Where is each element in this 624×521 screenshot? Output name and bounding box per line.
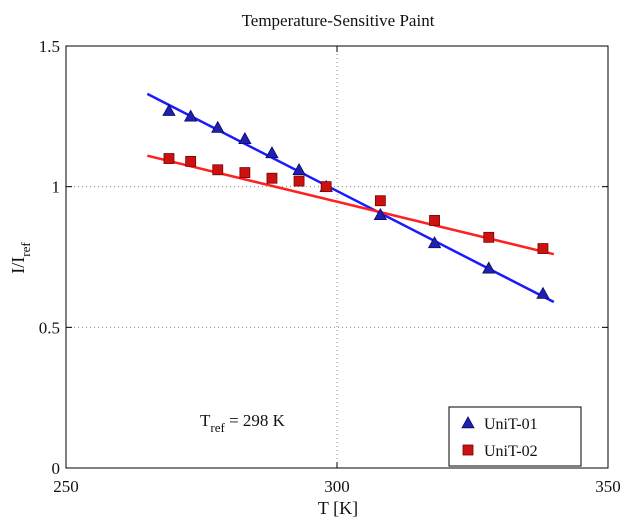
y-axis-label: I/Iref	[8, 242, 33, 274]
data-point-unit-01	[373, 207, 388, 221]
data-point-unit-02	[537, 243, 549, 254]
data-point-unit-01	[536, 286, 550, 299]
y-tick-label: 0	[52, 459, 61, 478]
plot-frame	[65, 45, 609, 469]
data-point-unit-02	[483, 231, 495, 243]
data-point-unit-02	[163, 153, 175, 164]
data-point-unit-02	[293, 175, 305, 187]
y-axis-label-sub: ref	[18, 242, 33, 257]
legend-label-unit-01: UniT-01	[484, 416, 538, 433]
tref-annotation-rest: = 298 K	[225, 411, 286, 430]
data-point-unit-01	[183, 109, 198, 122]
data-point-unit-02	[266, 172, 278, 184]
legend-marker-unit-02	[462, 444, 474, 456]
tref-annotation: Tref = 298 K	[200, 411, 286, 435]
data-point-unit-02	[185, 155, 197, 167]
data-point-unit-02	[239, 167, 251, 179]
data-point-unit-01	[238, 132, 252, 145]
x-tick-label: 350	[595, 477, 621, 496]
data-markers	[162, 103, 550, 299]
data-point-unit-01	[482, 261, 496, 274]
data-point-unit-01	[265, 146, 279, 159]
y-tick-label: 1	[52, 178, 61, 197]
y-axis-label-main: I/I	[8, 257, 28, 274]
legend-marker-unit-01	[461, 416, 475, 429]
data-point-unit-01	[427, 236, 442, 249]
tref-annotation-main: T	[200, 411, 211, 430]
data-point-unit-02	[374, 195, 386, 207]
chart-title: Temperature-Sensitive Paint	[242, 11, 435, 30]
data-point-unit-01	[292, 162, 306, 175]
axis-ticks: 250 300 350 0 0.5 1 1.5	[39, 37, 621, 496]
data-point-unit-02	[320, 181, 332, 193]
legend-items: UniT-01 UniT-02	[461, 416, 538, 460]
legend-label-unit-02: UniT-02	[484, 443, 538, 460]
x-tick-label: 300	[324, 477, 350, 496]
tref-annotation-sub: ref	[210, 420, 225, 435]
x-tick-label: 250	[53, 477, 79, 496]
y-tick-label: 0.5	[39, 318, 60, 337]
data-point-unit-02	[212, 164, 224, 176]
legend: UniT-01 UniT-02	[448, 406, 582, 467]
data-point-unit-01	[162, 103, 176, 116]
x-axis-label: T [K]	[318, 498, 358, 518]
legend-box	[448, 406, 582, 467]
y-tick-label: 1.5	[39, 37, 60, 56]
data-point-unit-01	[211, 120, 225, 133]
data-point-unit-02	[429, 215, 440, 226]
